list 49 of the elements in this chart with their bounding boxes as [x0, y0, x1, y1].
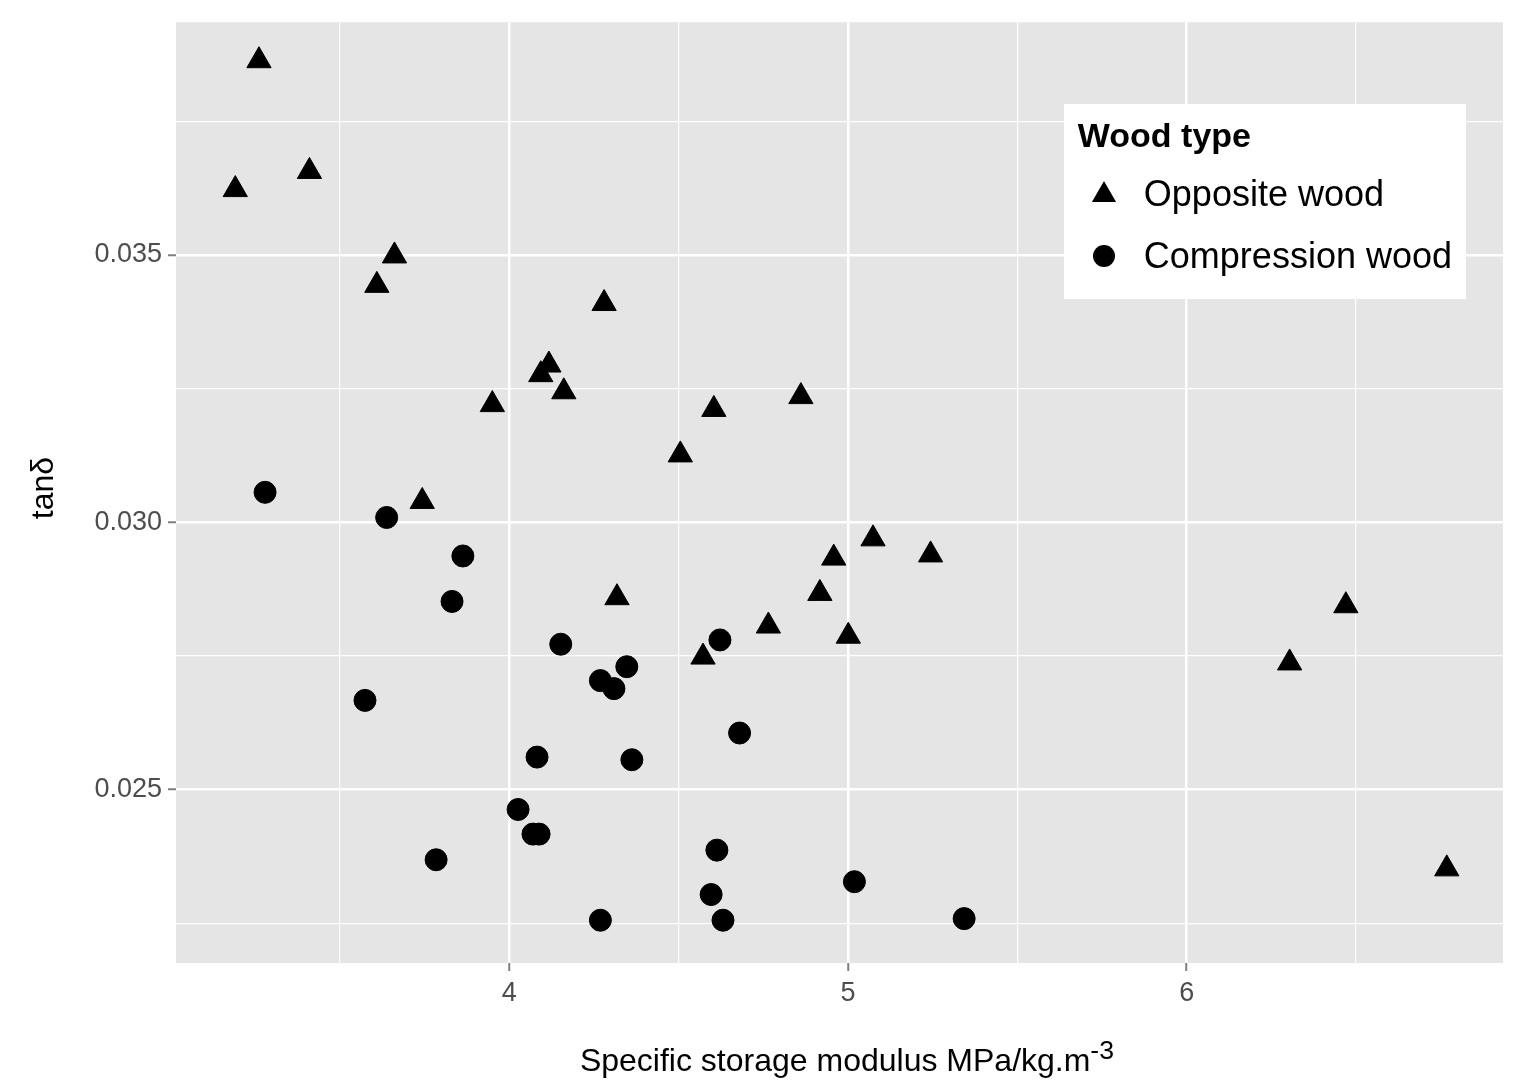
point [506, 798, 530, 821]
x-axis-title: Specific storage modulus MPa/kg.m$^{-3}$ [578, 1035, 1116, 1079]
y-tick-label: 0.030 [94, 505, 162, 536]
point [588, 908, 612, 932]
point [525, 745, 549, 769]
legend-label: Opposite wood [1143, 173, 1384, 215]
point [821, 543, 847, 566]
point [364, 270, 390, 293]
point [296, 156, 323, 179]
x-tick-label: 5 [840, 976, 856, 1007]
point [952, 907, 976, 931]
x-tick-label: 4 [501, 976, 517, 1007]
point [788, 382, 814, 405]
point [604, 583, 630, 606]
point [728, 721, 752, 745]
point [699, 883, 723, 907]
point [549, 632, 573, 656]
point [479, 390, 505, 413]
y-tick-label: 0.025 [94, 773, 162, 804]
legend-title: Wood type [1077, 116, 1252, 155]
legend-label: Compression wood [1143, 235, 1452, 277]
point [602, 677, 626, 701]
point [705, 838, 729, 862]
y-tick-label: 0.035 [94, 238, 162, 269]
point [620, 748, 644, 772]
point [551, 377, 577, 400]
point [591, 289, 617, 312]
point [353, 688, 377, 712]
point [528, 360, 554, 383]
point [375, 505, 399, 529]
point [440, 589, 464, 613]
x-tick-label: 6 [1179, 976, 1195, 1007]
point [451, 544, 475, 568]
point [708, 628, 732, 652]
point [222, 175, 248, 198]
point [424, 848, 448, 872]
point [842, 870, 866, 894]
y-axis-title: tanδ [23, 456, 61, 520]
point [615, 655, 639, 679]
point [860, 524, 886, 547]
point [253, 480, 277, 504]
point [917, 540, 944, 563]
point [667, 440, 693, 463]
point [701, 394, 727, 417]
point [381, 241, 408, 264]
point [711, 908, 735, 932]
point [1333, 591, 1359, 614]
point [246, 46, 272, 69]
point [409, 486, 435, 509]
